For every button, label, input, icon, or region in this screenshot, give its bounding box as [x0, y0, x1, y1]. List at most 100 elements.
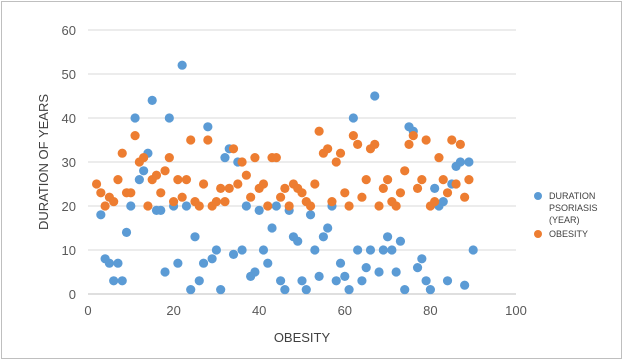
data-point: [395, 188, 406, 198]
data-point: [297, 188, 307, 198]
data-point: [96, 210, 106, 220]
data-point: [335, 258, 346, 268]
data-point: [177, 60, 187, 70]
data-point: [455, 157, 465, 167]
data-point: [438, 197, 448, 207]
data-point: [130, 131, 140, 141]
y-tick-label: 20: [62, 199, 76, 214]
data-point: [181, 175, 192, 185]
data-point: [109, 197, 119, 207]
data-point: [250, 267, 260, 277]
data-point: [370, 91, 380, 101]
y-tick-label: 10: [62, 243, 76, 258]
x-axis-title: OBESITY: [274, 330, 331, 345]
x-tick-label: 40: [252, 303, 266, 318]
legend-item-2: OBESITY: [534, 229, 588, 239]
data-point: [186, 135, 196, 145]
data-point: [464, 175, 474, 185]
data-point: [203, 135, 213, 145]
legend-item-1: DURATION PSORIASIS (YEAR): [534, 191, 598, 225]
data-point: [348, 113, 358, 123]
legend-marker: [534, 192, 542, 200]
data-point: [267, 223, 277, 233]
data-point: [297, 276, 307, 286]
data-point: [271, 153, 281, 163]
data-point: [164, 153, 174, 163]
data-point: [314, 126, 324, 136]
data-point: [391, 201, 401, 211]
data-point: [353, 139, 363, 149]
data-point: [156, 188, 166, 198]
data-point: [344, 201, 354, 211]
data-point: [263, 201, 273, 211]
data-point: [387, 245, 397, 255]
data-point: [177, 192, 187, 202]
data-point: [126, 201, 136, 211]
data-point: [134, 175, 144, 185]
data-point: [126, 188, 136, 198]
data-point: [258, 179, 269, 189]
data-point: [451, 179, 461, 189]
data-point: [460, 192, 470, 202]
data-point: [383, 232, 393, 242]
data-point: [357, 276, 367, 286]
data-point: [258, 245, 269, 255]
x-tick-label: 0: [84, 303, 91, 318]
data-point: [331, 276, 341, 286]
data-point: [224, 183, 234, 193]
data-point: [151, 170, 162, 180]
series-2: [91, 126, 474, 211]
legend-marker: [534, 230, 542, 238]
legend-label: DURATION: [549, 191, 595, 201]
data-point: [310, 179, 320, 189]
data-point: [271, 201, 281, 211]
data-point: [383, 175, 393, 185]
data-point: [412, 263, 423, 273]
data-point: [113, 175, 123, 185]
legend-label: OBESITY: [549, 229, 588, 239]
data-point: [421, 135, 431, 145]
data-point: [284, 201, 294, 211]
data-point: [237, 157, 247, 167]
data-point: [104, 258, 114, 268]
data-point: [109, 276, 119, 286]
data-point: [228, 144, 239, 154]
data-point: [117, 276, 127, 286]
data-point: [404, 139, 414, 149]
y-tick-label: 0: [69, 287, 76, 302]
data-point: [374, 201, 384, 211]
data-point: [139, 153, 149, 163]
data-point: [335, 148, 346, 158]
data-point: [305, 201, 316, 211]
x-tick-label: 100: [505, 303, 527, 318]
data-point: [190, 232, 200, 242]
data-point: [139, 166, 149, 176]
gridlines: [88, 29, 516, 251]
data-point: [301, 285, 311, 295]
x-axis-ticks: 0 20 40 60 80 100: [84, 303, 526, 318]
data-point: [254, 205, 264, 215]
data-point: [241, 170, 251, 180]
data-point: [211, 245, 221, 255]
data-point: [455, 139, 465, 149]
data-point: [344, 285, 354, 295]
data-point: [353, 245, 363, 255]
data-point: [280, 183, 290, 193]
data-point: [430, 197, 440, 207]
y-tick-label: 60: [62, 23, 76, 38]
data-point: [280, 285, 290, 295]
data-point: [323, 144, 333, 154]
data-point: [434, 153, 444, 163]
data-point: [203, 122, 213, 132]
data-point: [147, 95, 157, 105]
data-point: [460, 280, 470, 290]
data-point: [181, 201, 192, 211]
y-axis-title: DURATION OF YEARS: [36, 94, 51, 230]
data-point: [468, 245, 478, 255]
data-point: [370, 139, 380, 149]
data-point: [430, 183, 440, 193]
data-point: [442, 188, 453, 198]
data-point: [464, 157, 474, 167]
data-point: [160, 267, 170, 277]
data-point: [318, 232, 328, 242]
